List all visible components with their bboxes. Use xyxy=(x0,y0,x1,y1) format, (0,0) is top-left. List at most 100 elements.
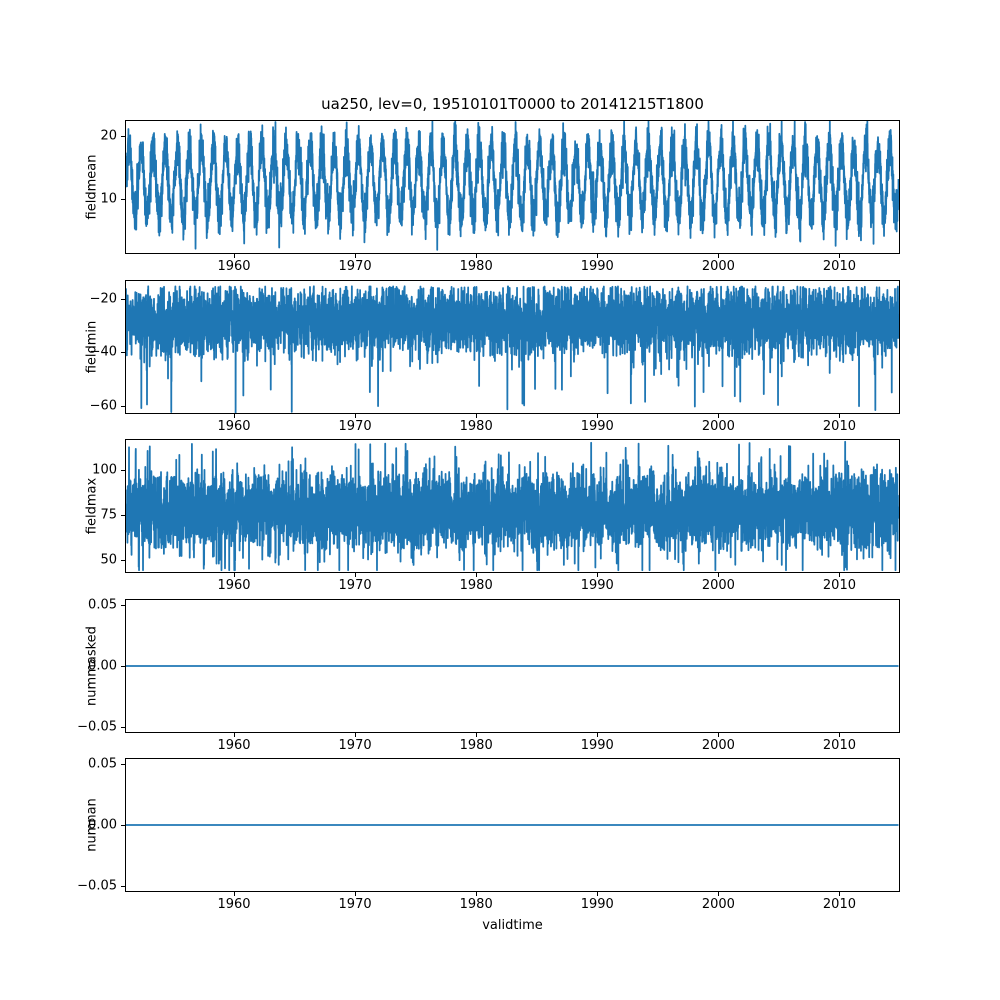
x-tick-label: 1990 xyxy=(580,259,614,274)
y-tick-mark xyxy=(121,605,125,607)
x-tick-label: 1970 xyxy=(338,578,372,593)
x-tick-label: 1970 xyxy=(338,259,372,274)
y-tick-mark xyxy=(121,515,125,517)
y-tick-mark xyxy=(121,560,125,562)
x-axis-label: validtime xyxy=(482,918,543,933)
y-tick-label: −0.05 xyxy=(77,719,117,735)
x-tick-mark xyxy=(355,254,357,258)
x-tick-mark xyxy=(839,892,841,896)
axes-fieldmean xyxy=(125,120,900,254)
y-axis-label-fieldmean: fieldmean xyxy=(84,154,100,220)
x-tick-mark xyxy=(355,414,357,418)
x-tick-label: 1970 xyxy=(338,897,372,912)
x-tick-label: 1990 xyxy=(580,419,614,434)
x-tick-mark xyxy=(718,414,720,418)
series-line-numnan xyxy=(126,759,899,891)
series-line-nummasked xyxy=(126,600,899,732)
x-tick-label: 2000 xyxy=(701,419,735,434)
x-tick-label: 1990 xyxy=(580,897,614,912)
x-tick-label: 2000 xyxy=(701,259,735,274)
y-tick-label: 0.00 xyxy=(88,817,117,833)
x-tick-label: 1980 xyxy=(459,738,493,753)
x-tick-mark xyxy=(839,573,841,577)
x-tick-label: 2010 xyxy=(822,578,856,593)
y-axis-label-fieldmax: fieldmax xyxy=(84,477,100,535)
axes-fieldmin xyxy=(125,280,900,414)
y-tick-mark xyxy=(121,764,125,766)
x-tick-mark xyxy=(233,254,235,258)
x-tick-label: 1980 xyxy=(459,259,493,274)
x-tick-mark xyxy=(476,414,478,418)
y-tick-label: 0.05 xyxy=(88,756,117,772)
x-tick-label: 1990 xyxy=(580,738,614,753)
y-tick-mark xyxy=(121,352,125,354)
x-tick-mark xyxy=(718,892,720,896)
series-line-fieldmin xyxy=(126,281,899,413)
x-tick-label: 2010 xyxy=(822,259,856,274)
x-tick-mark xyxy=(597,892,599,896)
series-line-fieldmean xyxy=(126,121,899,253)
x-tick-label: 2000 xyxy=(701,897,735,912)
x-tick-mark xyxy=(355,892,357,896)
x-tick-mark xyxy=(355,573,357,577)
y-tick-mark xyxy=(121,469,125,471)
x-tick-mark xyxy=(476,254,478,258)
x-tick-mark xyxy=(233,733,235,737)
x-tick-mark xyxy=(476,733,478,737)
x-tick-mark xyxy=(476,573,478,577)
x-tick-label: 1960 xyxy=(217,259,251,274)
y-tick-mark xyxy=(121,726,125,728)
axes-numnan xyxy=(125,758,900,892)
y-tick-label: −0.05 xyxy=(77,878,117,894)
y-tick-label: −40 xyxy=(89,344,117,360)
y-tick-mark xyxy=(121,135,125,137)
x-tick-mark xyxy=(839,254,841,258)
x-tick-mark xyxy=(233,414,235,418)
x-tick-mark xyxy=(718,254,720,258)
y-tick-label: 50 xyxy=(100,552,117,568)
x-tick-label: 1960 xyxy=(217,897,251,912)
y-tick-mark xyxy=(121,825,125,826)
x-tick-mark xyxy=(233,573,235,577)
y-tick-label: 10 xyxy=(100,191,117,207)
x-tick-label: 1970 xyxy=(338,738,372,753)
y-tick-label: 20 xyxy=(100,128,117,144)
x-tick-label: 2000 xyxy=(701,578,735,593)
x-tick-mark xyxy=(718,733,720,737)
figure-title: ua250, lev=0, 19510101T0000 to 20141215T… xyxy=(321,95,704,113)
x-tick-label: 1990 xyxy=(580,578,614,593)
x-tick-mark xyxy=(233,892,235,896)
y-tick-mark xyxy=(121,405,125,407)
x-tick-label: 2000 xyxy=(701,738,735,753)
y-tick-label: 0.00 xyxy=(88,658,117,674)
x-tick-label: 2010 xyxy=(822,419,856,434)
y-tick-mark xyxy=(121,199,125,200)
y-tick-label: −20 xyxy=(89,291,117,307)
x-tick-mark xyxy=(597,573,599,577)
x-tick-label: 1980 xyxy=(459,897,493,912)
x-tick-mark xyxy=(839,414,841,418)
y-tick-label: 0.05 xyxy=(88,597,117,613)
y-tick-label: −60 xyxy=(89,398,117,414)
axes-nummasked xyxy=(125,599,900,733)
axes-fieldmax xyxy=(125,439,900,573)
x-tick-mark xyxy=(597,733,599,737)
series-line-fieldmax xyxy=(126,440,899,572)
x-tick-label: 2010 xyxy=(822,897,856,912)
y-tick-label: 100 xyxy=(92,462,117,478)
x-tick-mark xyxy=(839,733,841,737)
x-tick-label: 1970 xyxy=(338,419,372,434)
x-tick-mark xyxy=(597,254,599,258)
y-tick-label: 75 xyxy=(100,507,117,523)
y-tick-mark xyxy=(121,298,125,300)
x-tick-mark xyxy=(355,733,357,737)
x-tick-label: 1980 xyxy=(459,578,493,593)
x-tick-label: 2010 xyxy=(822,738,856,753)
x-tick-label: 1960 xyxy=(217,578,251,593)
y-tick-mark xyxy=(121,885,125,887)
x-tick-label: 1960 xyxy=(217,419,251,434)
x-tick-mark xyxy=(718,573,720,577)
x-tick-label: 1960 xyxy=(217,738,251,753)
y-tick-mark xyxy=(121,666,125,667)
